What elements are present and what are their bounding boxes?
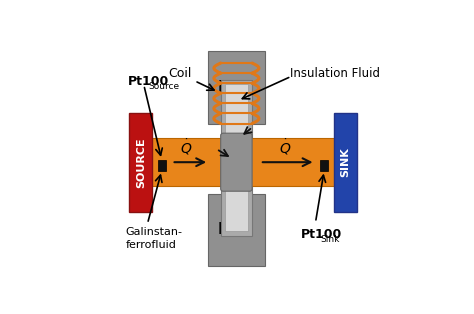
Text: SOURCE: SOURCE [136, 137, 146, 187]
Bar [320, 160, 328, 171]
Bar [129, 113, 152, 212]
Bar [334, 113, 356, 212]
Text: Sink: Sink [320, 235, 340, 244]
Bar [225, 84, 248, 231]
Text: Source: Source [148, 82, 179, 90]
Bar [138, 138, 348, 187]
Bar [221, 80, 252, 236]
Text: Insulation Fluid: Insulation Fluid [290, 68, 380, 80]
Bar [208, 194, 264, 266]
Text: SINK: SINK [340, 147, 350, 177]
Text: EPM: EPM [218, 222, 255, 237]
FancyBboxPatch shape [221, 133, 252, 191]
Bar [158, 160, 165, 171]
Text: Pt100: Pt100 [301, 228, 342, 241]
Text: EPM: EPM [218, 80, 255, 95]
Text: Coil: Coil [168, 68, 214, 90]
Text: $\dot{Q}$: $\dot{Q}$ [180, 138, 192, 157]
Text: $\dot{Q}$: $\dot{Q}$ [279, 138, 292, 157]
Text: Pt100: Pt100 [128, 75, 169, 88]
Bar [208, 51, 264, 123]
Text: Galinstan-
ferrofluid: Galinstan- ferrofluid [126, 227, 182, 250]
